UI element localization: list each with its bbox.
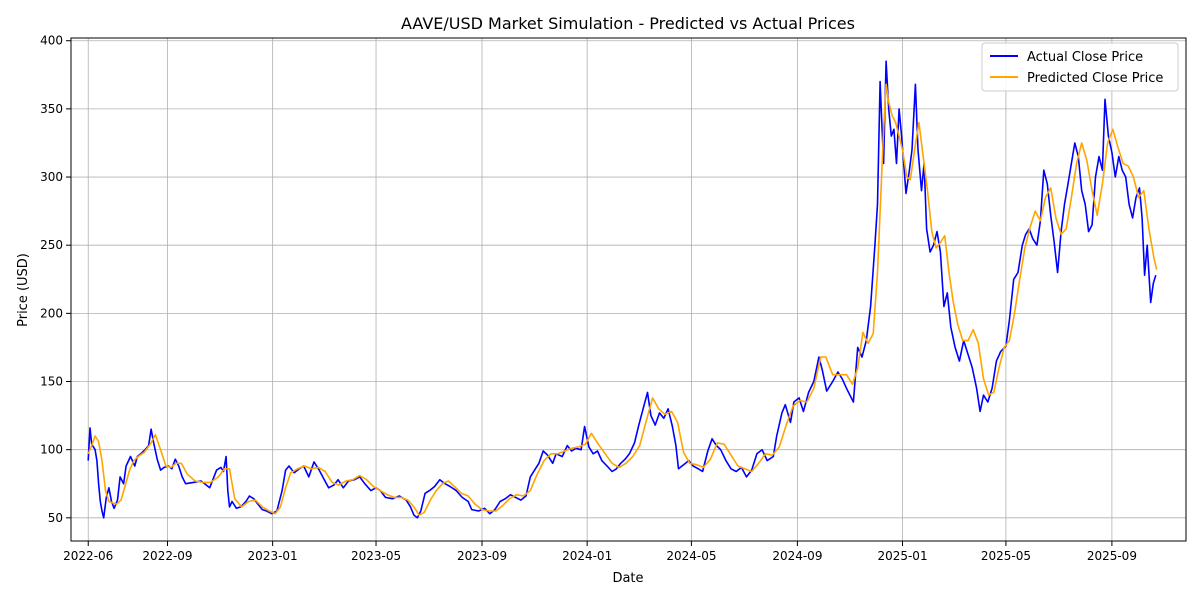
x-tick-label: 2022-06 [63,549,113,563]
x-axis-label: Date [612,571,643,586]
x-tick-label: 2025-01 [877,549,927,563]
x-tick-label: 2025-05 [981,549,1031,563]
y-tick-label: 250 [40,238,63,252]
x-tick-label: 2024-05 [666,549,716,563]
x-tick-label: 2023-01 [248,549,298,563]
x-tick-label: 2023-09 [457,549,507,563]
predicted-close-price-line [87,83,1158,516]
y-tick-label: 350 [40,102,63,116]
x-tick-label: 2024-09 [772,549,822,563]
actual-close-price-line [87,60,1157,519]
y-tick-label: 50 [48,511,63,525]
x-axis-ticks: 2022-06 2022-09 2023-01 2023-05 2023-09 2024-… [63,541,1137,563]
series-layer [87,60,1158,519]
plot-frame [70,37,1187,542]
y-tick-label: 300 [40,170,63,184]
y-tick-label: 400 [40,34,63,48]
y-axis-label: Price (USD) [16,253,31,327]
y-tick-label: 100 [40,443,63,457]
y-tick-label: 150 [40,375,63,389]
x-tick-label: 2025-09 [1087,549,1137,563]
y-axis-ticks: 50 100 150 200 250 300 350 400 [40,34,71,525]
legend: Actual Close Price Predicted Close Price [981,42,1179,92]
y-tick-label: 200 [40,306,63,320]
legend-label-actual: Actual Close Price [1027,50,1143,65]
chart-title: AAVE/USD Market Simulation - Predicted v… [401,14,855,33]
x-tick-label: 2023-05 [351,549,401,563]
x-tick-label: 2022-09 [142,549,192,563]
legend-label-predicted: Predicted Close Price [1027,71,1163,86]
x-tick-label: 2024-01 [562,549,612,563]
legend-box [981,42,1179,92]
grid [71,38,1186,541]
